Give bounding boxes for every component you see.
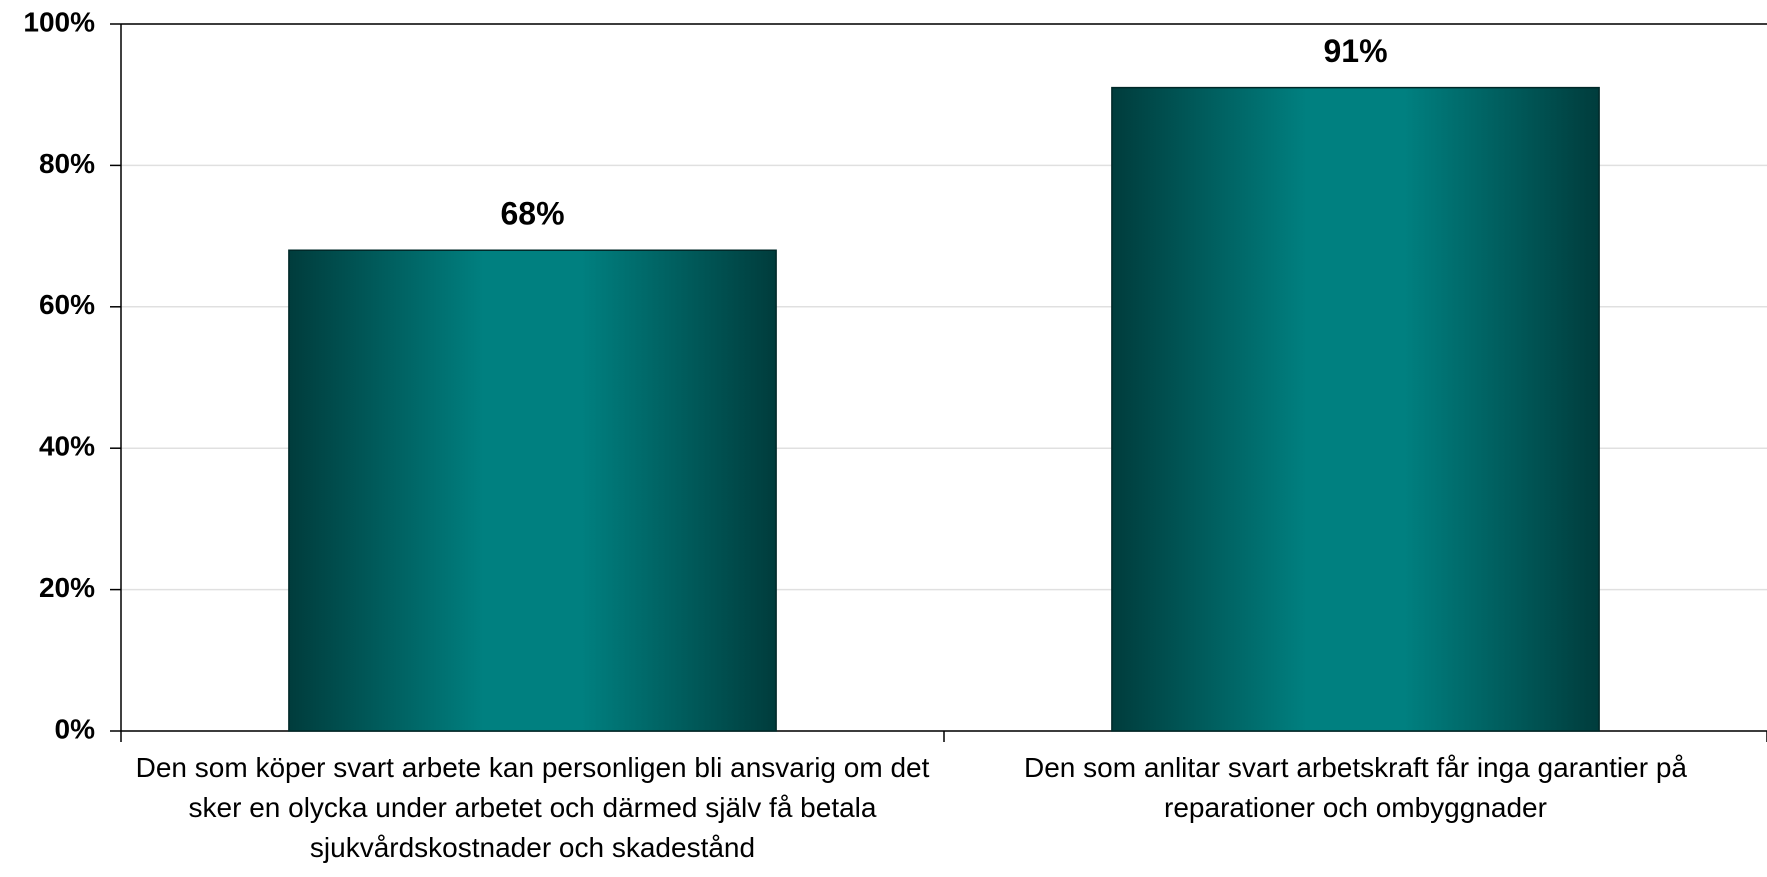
data-label: 91% bbox=[1323, 33, 1387, 69]
y-tick-label: 80% bbox=[39, 148, 95, 179]
bar bbox=[1111, 86, 1600, 732]
x-tick-label: Den som köper svart arbete kan personlig… bbox=[135, 752, 930, 863]
y-tick-label: 40% bbox=[39, 431, 95, 462]
y-tick-label: 100% bbox=[23, 6, 95, 37]
y-tick-label: 20% bbox=[39, 572, 95, 603]
y-tick-label: 0% bbox=[55, 713, 96, 744]
y-tick-label: 60% bbox=[39, 289, 95, 320]
x-tick-label: Den som anlitar svart arbetskraft får in… bbox=[1024, 752, 1687, 823]
data-label: 68% bbox=[500, 196, 564, 232]
bar bbox=[288, 249, 777, 732]
